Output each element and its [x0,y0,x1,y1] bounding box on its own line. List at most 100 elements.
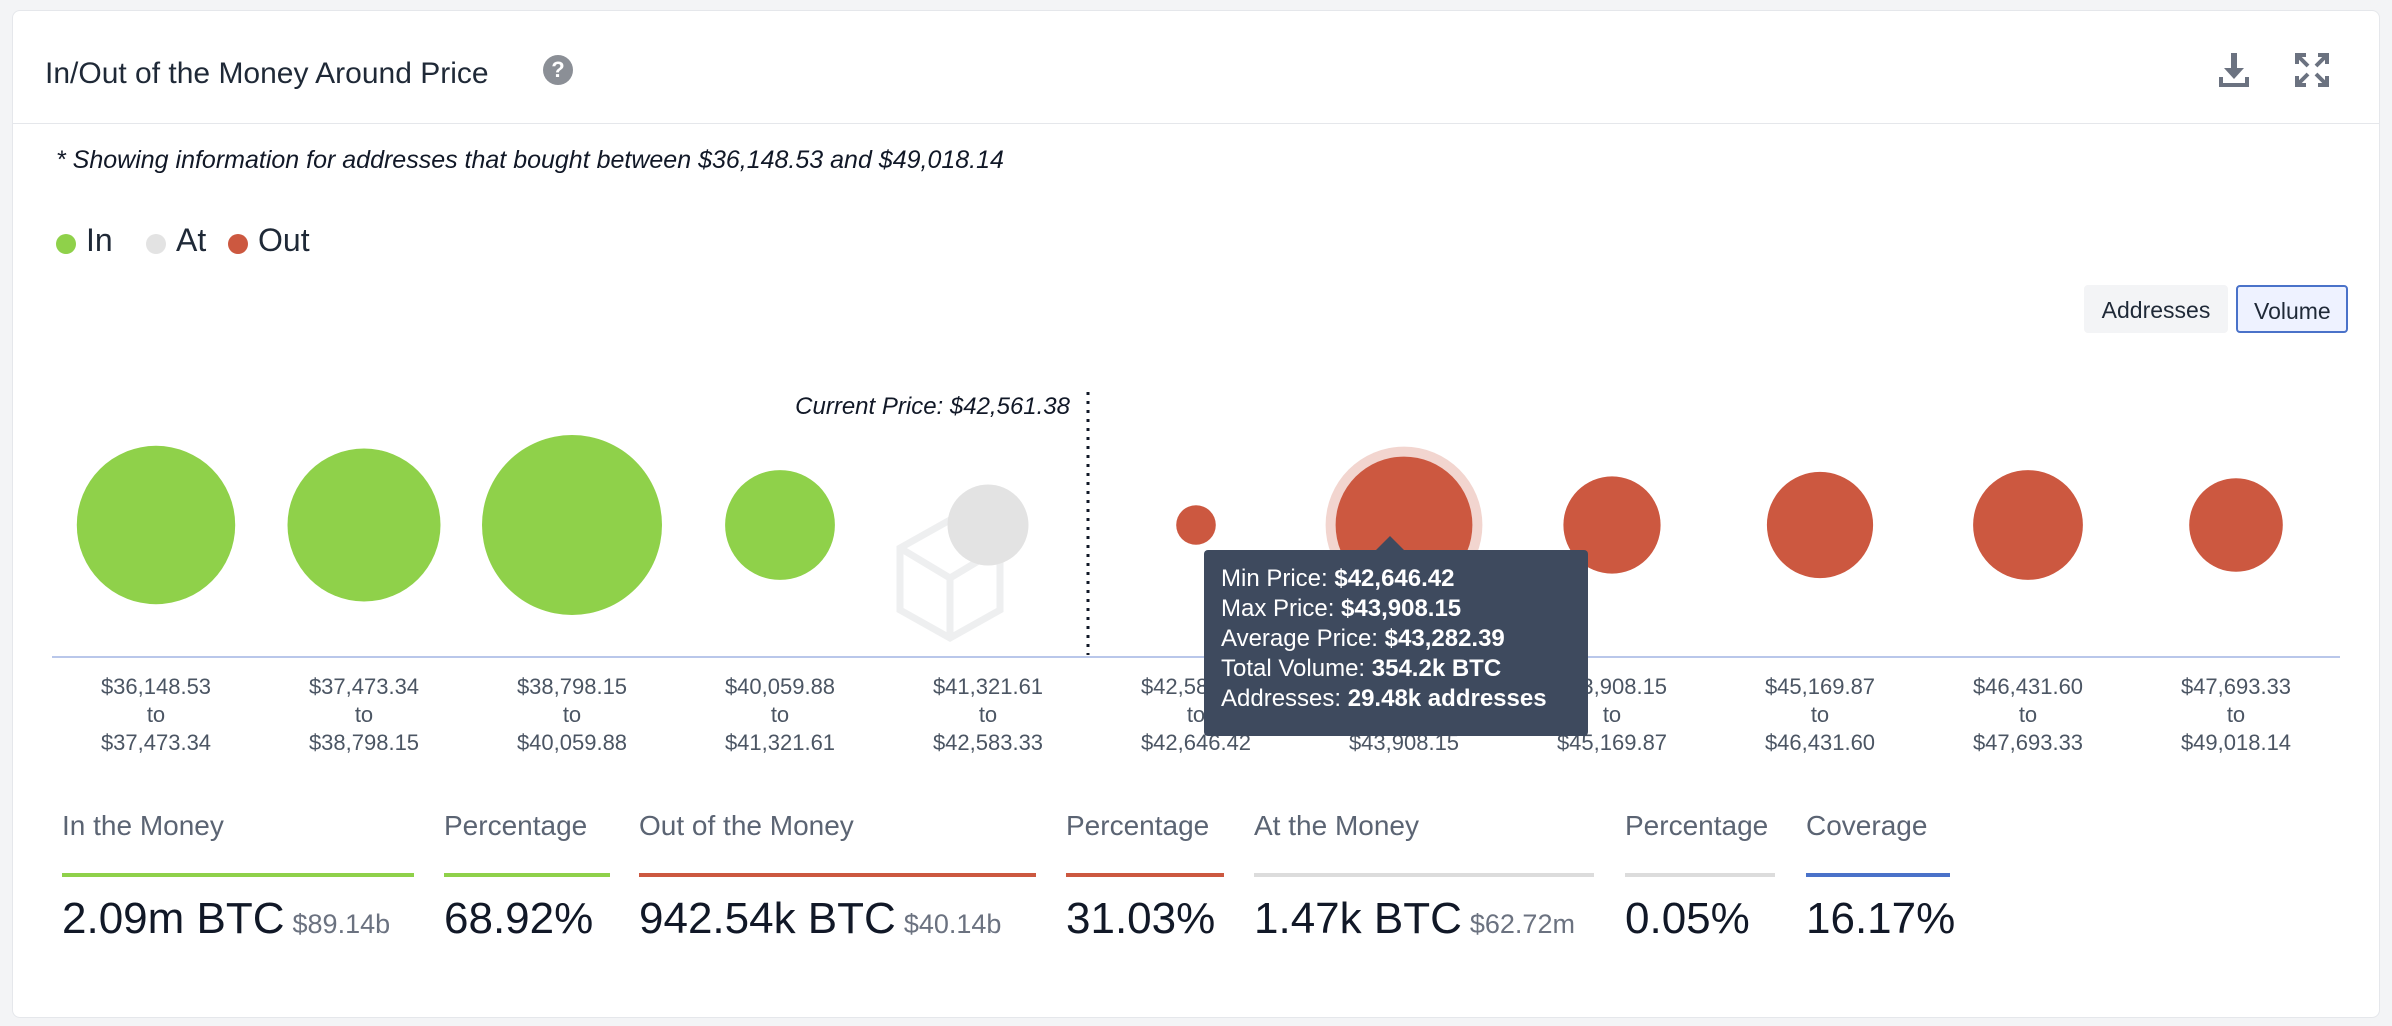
card-title: In/Out of the Money Around Price [45,57,489,90]
bubbles-layer [76,435,2283,615]
legend-label-at: At [176,222,207,258]
addresses-toggle-button[interactable]: Addresses [2084,285,2228,333]
x-tick-label: to [1603,702,1621,727]
stat-value-sub: $40.14b [903,909,1002,939]
tooltip-volume-value: 354.2k BTC [1371,655,1502,682]
tooltip-volume-label: Total Volume: [1221,655,1366,682]
legend-label-in: In [86,222,113,258]
stat-label: Percentage [1066,810,1210,841]
bubble-in[interactable] [725,470,835,580]
stat-value: 0.05% [1625,894,1750,944]
x-tick-label: $45,169.87 [1765,674,1875,699]
stat-value: 68.92% [444,894,593,944]
expand-icon[interactable] [2289,47,2335,93]
stat-value-main: 0.05% [1625,894,1750,943]
x-tick-label: to [771,702,789,727]
stat-value: 16.17% [1806,894,1955,944]
stat-value: 2.09m BTC $89.14b [62,894,390,944]
stat-bar [444,873,610,877]
stat-label: Percentage [1625,810,1769,841]
download-icon[interactable] [2211,47,2257,93]
stat-label: Percentage [444,810,588,841]
stat-out-percentage: Percentage 31.03% [1066,810,1224,943]
stat-value-main: 942.54k BTC [639,894,896,943]
stat-bar [1254,873,1594,877]
x-tick-label: $37,473.34 [101,730,211,755]
x-tick-label: $42,583.33 [933,730,1043,755]
x-tick-label: $40,059.88 [517,730,627,755]
stat-value-main: 2.09m BTC [62,894,285,943]
x-tick-label: $38,798.15 [309,730,419,755]
bubble-out[interactable] [1766,471,1874,579]
stat-label: Coverage [1806,810,1928,841]
stat-out-of-the-money: Out of the Money 942.54k BTC $40.14b [639,810,1036,943]
tooltip-addresses-label: Addresses: [1221,685,1342,712]
range-note: * Showing information for addresses that… [56,146,1004,174]
card-header: In/Out of the Money Around Price ? [13,11,2379,124]
bubble-out[interactable] [1176,505,1216,545]
x-tick-label: to [2227,702,2245,727]
bubble-at[interactable] [947,484,1029,566]
x-labels-layer: $36,148.53 to $37,473.34 $37,473.34 to $38,79… [101,674,2291,755]
bubble-out[interactable] [1973,470,2083,580]
x-tick-label: to [563,702,581,727]
stat-value: 942.54k BTC $40.14b [639,894,1001,944]
legend-dot-out [228,234,248,254]
x-tick-label: to [1187,702,1205,727]
stat-bar [1806,873,1950,877]
legend-dot-at [146,234,166,254]
stat-in-the-money: In the Money 2.09m BTC $89.14b [62,810,414,943]
x-tick-label: to [147,702,165,727]
x-tick-label: $49,018.14 [2181,730,2291,755]
stat-value-main: 16.17% [1806,894,1956,943]
stat-label: Out of the Money [639,810,854,841]
legend-dot-in [56,234,76,254]
tooltip-max-price-label: Max Price: [1221,595,1335,622]
stat-bar [1625,873,1775,877]
volume-toggle-button[interactable]: Volume [2236,285,2348,333]
tooltip-avg-price: Average Price: $43,282.39 [1221,624,1588,654]
bubble-chart: Current Price: $42,561.38 $36,148.53to$3… [52,392,2340,755]
x-tick-label: $40,059.88 [725,674,835,699]
help-icon[interactable]: ? [543,55,573,85]
stat-at-percentage: Percentage 0.05% [1625,810,1775,943]
bubble-out[interactable] [1563,476,1661,574]
x-tick-label: $46,431.60 [1765,730,1875,755]
tooltip-min-price-value: $42,646.42 [1334,565,1455,592]
legend-label-out: Out [258,222,310,258]
tooltip-avg-price-label: Average Price: [1221,625,1378,652]
stat-in-percentage: Percentage 68.92% [444,810,610,943]
x-tick-label: $37,473.34 [309,674,419,699]
stat-value-main: 1.47k BTC [1254,894,1462,943]
x-tick-label: to [355,702,373,727]
stat-value-sub: $62.72m [1469,909,1575,939]
stat-value-main: 31.03% [1066,894,1216,943]
stat-value-main: 68.92% [444,894,594,943]
x-tick-label: $36,148.53 [101,674,211,699]
x-tick-label: to [979,702,997,727]
x-tick-label: $47,693.33 [1973,730,2083,755]
bucket-tooltip: Min Price: $42,646.42 Max Price: $43,908… [1204,536,1588,736]
stat-value-sub: $89.14b [292,909,391,939]
current-price-label: Current Price: $42,561.38 [795,393,1070,420]
stat-label: At the Money [1254,810,1419,841]
tooltip-addresses-value: 29.48k addresses [1347,685,1547,712]
bubble-in[interactable] [482,435,662,615]
stat-bar [1066,873,1224,877]
tooltip-addresses: Addresses: 29.48k addresses [1221,684,1588,714]
bubble-out[interactable] [2189,478,2283,572]
stat-label: In the Money [62,810,224,841]
x-tick-label: to [1811,702,1829,727]
tooltip-avg-price-value: $43,282.39 [1384,625,1505,652]
x-tick-label: $46,431.60 [1973,674,2083,699]
stat-value: 1.47k BTC $62.72m [1254,894,1575,944]
tooltip-max-price-value: $43,908.15 [1341,595,1462,622]
stat-bar [62,873,414,877]
x-tick-label: $47,693.33 [2181,674,2291,699]
x-tick-label: $41,321.61 [933,674,1043,699]
tooltip-max-price: Max Price: $43,908.15 [1221,594,1588,624]
x-tick-label: $38,798.15 [517,674,627,699]
bubble-in[interactable] [287,448,441,602]
tooltip-min-price: Min Price: $42,646.42 [1221,564,1588,594]
bubble-in[interactable] [76,445,236,605]
